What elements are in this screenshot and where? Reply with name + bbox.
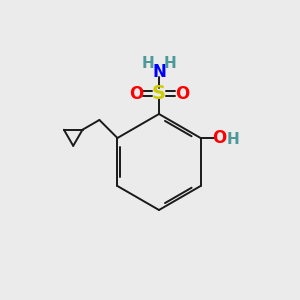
Text: H: H [164, 56, 177, 71]
Text: H: H [226, 132, 239, 147]
Text: N: N [152, 63, 166, 81]
Text: H: H [141, 56, 154, 71]
Text: O: O [175, 85, 189, 103]
Text: S: S [152, 84, 166, 103]
Text: O: O [129, 85, 143, 103]
Text: O: O [212, 129, 226, 147]
